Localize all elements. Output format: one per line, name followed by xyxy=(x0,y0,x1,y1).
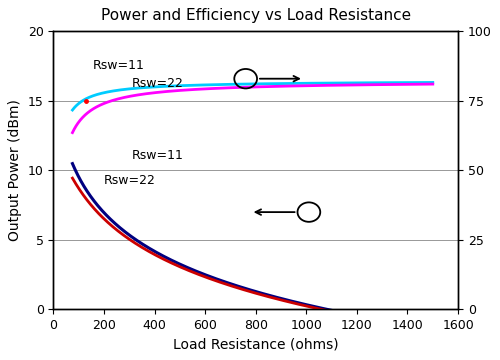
Text: Rsw=11: Rsw=11 xyxy=(132,149,184,162)
X-axis label: Load Resistance (ohms): Load Resistance (ohms) xyxy=(173,338,338,352)
Text: Rsw=22: Rsw=22 xyxy=(104,174,156,187)
Text: Rsw=11: Rsw=11 xyxy=(92,59,144,72)
Text: Rsw=22: Rsw=22 xyxy=(132,77,184,90)
Y-axis label: Output Power (dBm): Output Power (dBm) xyxy=(8,99,22,241)
Title: Power and Efficiency vs Load Resistance: Power and Efficiency vs Load Resistance xyxy=(100,8,411,23)
